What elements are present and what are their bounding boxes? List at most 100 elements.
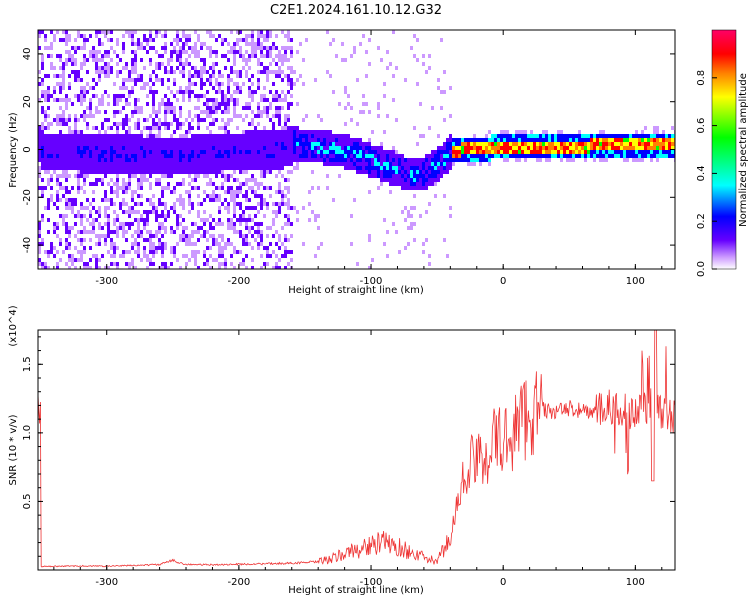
spectrogram-cell — [620, 154, 623, 158]
spectrogram-cell — [209, 78, 212, 82]
spectrogram-cell — [446, 142, 449, 146]
spectrogram-cell — [47, 86, 50, 90]
spectrogram-cell — [215, 222, 218, 226]
spectrogram-cell — [74, 130, 77, 134]
spectrogram-cell — [230, 242, 233, 246]
spectrogram-cell — [191, 82, 194, 86]
spectrogram-cell — [209, 150, 212, 154]
spectrogram-cell — [395, 118, 398, 122]
spectrogram-cell — [446, 162, 449, 166]
spectrogram-cell — [239, 202, 242, 206]
spectrogram-cell — [95, 182, 98, 186]
spectrogram-cell — [242, 170, 245, 174]
spectrogram-cell — [242, 234, 245, 238]
spectrogram-cell — [386, 66, 389, 70]
spectrogram-cell — [497, 138, 500, 142]
spectrogram-cell — [251, 46, 254, 50]
spectrogram-cell — [161, 194, 164, 198]
spectrogram-cell — [170, 206, 173, 210]
spectrogram-cell — [101, 234, 104, 238]
spectrogram-cell — [263, 174, 266, 178]
spectrogram-cell — [257, 78, 260, 82]
spectrogram-cell — [41, 138, 44, 142]
colorbar-tick-label: 0.0 — [696, 261, 707, 277]
spectrogram-cell — [257, 186, 260, 190]
spectrogram-cell — [404, 206, 407, 210]
spectrogram-cell — [149, 78, 152, 82]
spectrogram-cell — [287, 170, 290, 174]
spectrogram-cell — [539, 158, 542, 162]
spectrogram-cell — [209, 170, 212, 174]
spectrogram-cell — [182, 206, 185, 210]
spectrogram-cell — [623, 138, 626, 142]
spectrogram-cell — [146, 158, 149, 162]
spectrogram-cell — [116, 194, 119, 198]
spectrogram-cell — [152, 38, 155, 42]
spectrogram-cell — [155, 78, 158, 82]
spectrogram-cell — [458, 142, 461, 146]
spectrogram-cell — [263, 94, 266, 98]
spectrogram-cell — [227, 174, 230, 178]
spectrogram-cell — [164, 42, 167, 46]
spectrogram-cell — [596, 142, 599, 146]
spectrogram-cell — [215, 142, 218, 146]
spectrogram-cell — [302, 158, 305, 162]
spectrogram-cell — [545, 130, 548, 134]
spectrogram-cell — [347, 142, 350, 146]
spectrogram-cell — [218, 138, 221, 142]
spectrogram-cell — [317, 150, 320, 154]
spectrogram-cell — [185, 238, 188, 242]
spectrogram-cell — [206, 238, 209, 242]
spectrogram-cell — [320, 142, 323, 146]
spectrogram-cell — [653, 142, 656, 146]
spectrogram-cell — [206, 174, 209, 178]
spectrogram-cell — [149, 130, 152, 134]
spectrogram-cell — [515, 154, 518, 158]
spectrogram-cell — [182, 178, 185, 182]
spectrogram-cell — [68, 230, 71, 234]
spectrogram-cell — [113, 190, 116, 194]
spectrogram-cell — [95, 158, 98, 162]
spectrogram-cell — [83, 46, 86, 50]
spectrogram-cell — [401, 186, 404, 190]
spectrogram-cell — [161, 250, 164, 254]
spectrogram-cell — [443, 70, 446, 74]
spectrogram-cell — [353, 154, 356, 158]
spectrogram-cell — [137, 162, 140, 166]
spectrogram-cell — [197, 194, 200, 198]
spectrogram-cell — [77, 118, 80, 122]
spectrogram-cell — [128, 162, 131, 166]
spectrogram-cell — [212, 238, 215, 242]
spectrogram-cell — [110, 238, 113, 242]
spectrogram-cell — [200, 154, 203, 158]
spectrogram-cell — [230, 66, 233, 70]
spectrogram-cell — [116, 182, 119, 186]
spectrogram-cell — [275, 142, 278, 146]
spectrogram-cell — [419, 178, 422, 182]
spectrogram-cell — [602, 130, 605, 134]
spectrogram-cell — [140, 42, 143, 46]
spectrogram-cell — [122, 78, 125, 82]
spectrogram-cell — [179, 106, 182, 110]
spectrogram-cell — [269, 62, 272, 66]
spectrogram-cell — [314, 154, 317, 158]
spectrogram-cell — [134, 78, 137, 82]
spectrogram-cell — [95, 62, 98, 66]
spectrogram-cell — [266, 154, 269, 158]
spectrogram-cell — [197, 230, 200, 234]
spectrogram-cell — [230, 222, 233, 226]
spectrogram-cell — [284, 98, 287, 102]
spectrogram-cell — [260, 222, 263, 226]
spectrogram-cell — [338, 162, 341, 166]
spectrogram-cell — [272, 218, 275, 222]
spectrogram-cell — [263, 154, 266, 158]
spectrogram-cell — [437, 170, 440, 174]
spectrogram-cell — [302, 130, 305, 134]
spectrogram-cell — [176, 198, 179, 202]
spectrogram-cell — [302, 242, 305, 246]
spectrogram-cell — [644, 142, 647, 146]
spectrogram-cell — [113, 170, 116, 174]
spectrogram-cell — [410, 166, 413, 170]
spectrogram-cell — [407, 210, 410, 214]
spectrogram-cell — [245, 62, 248, 66]
